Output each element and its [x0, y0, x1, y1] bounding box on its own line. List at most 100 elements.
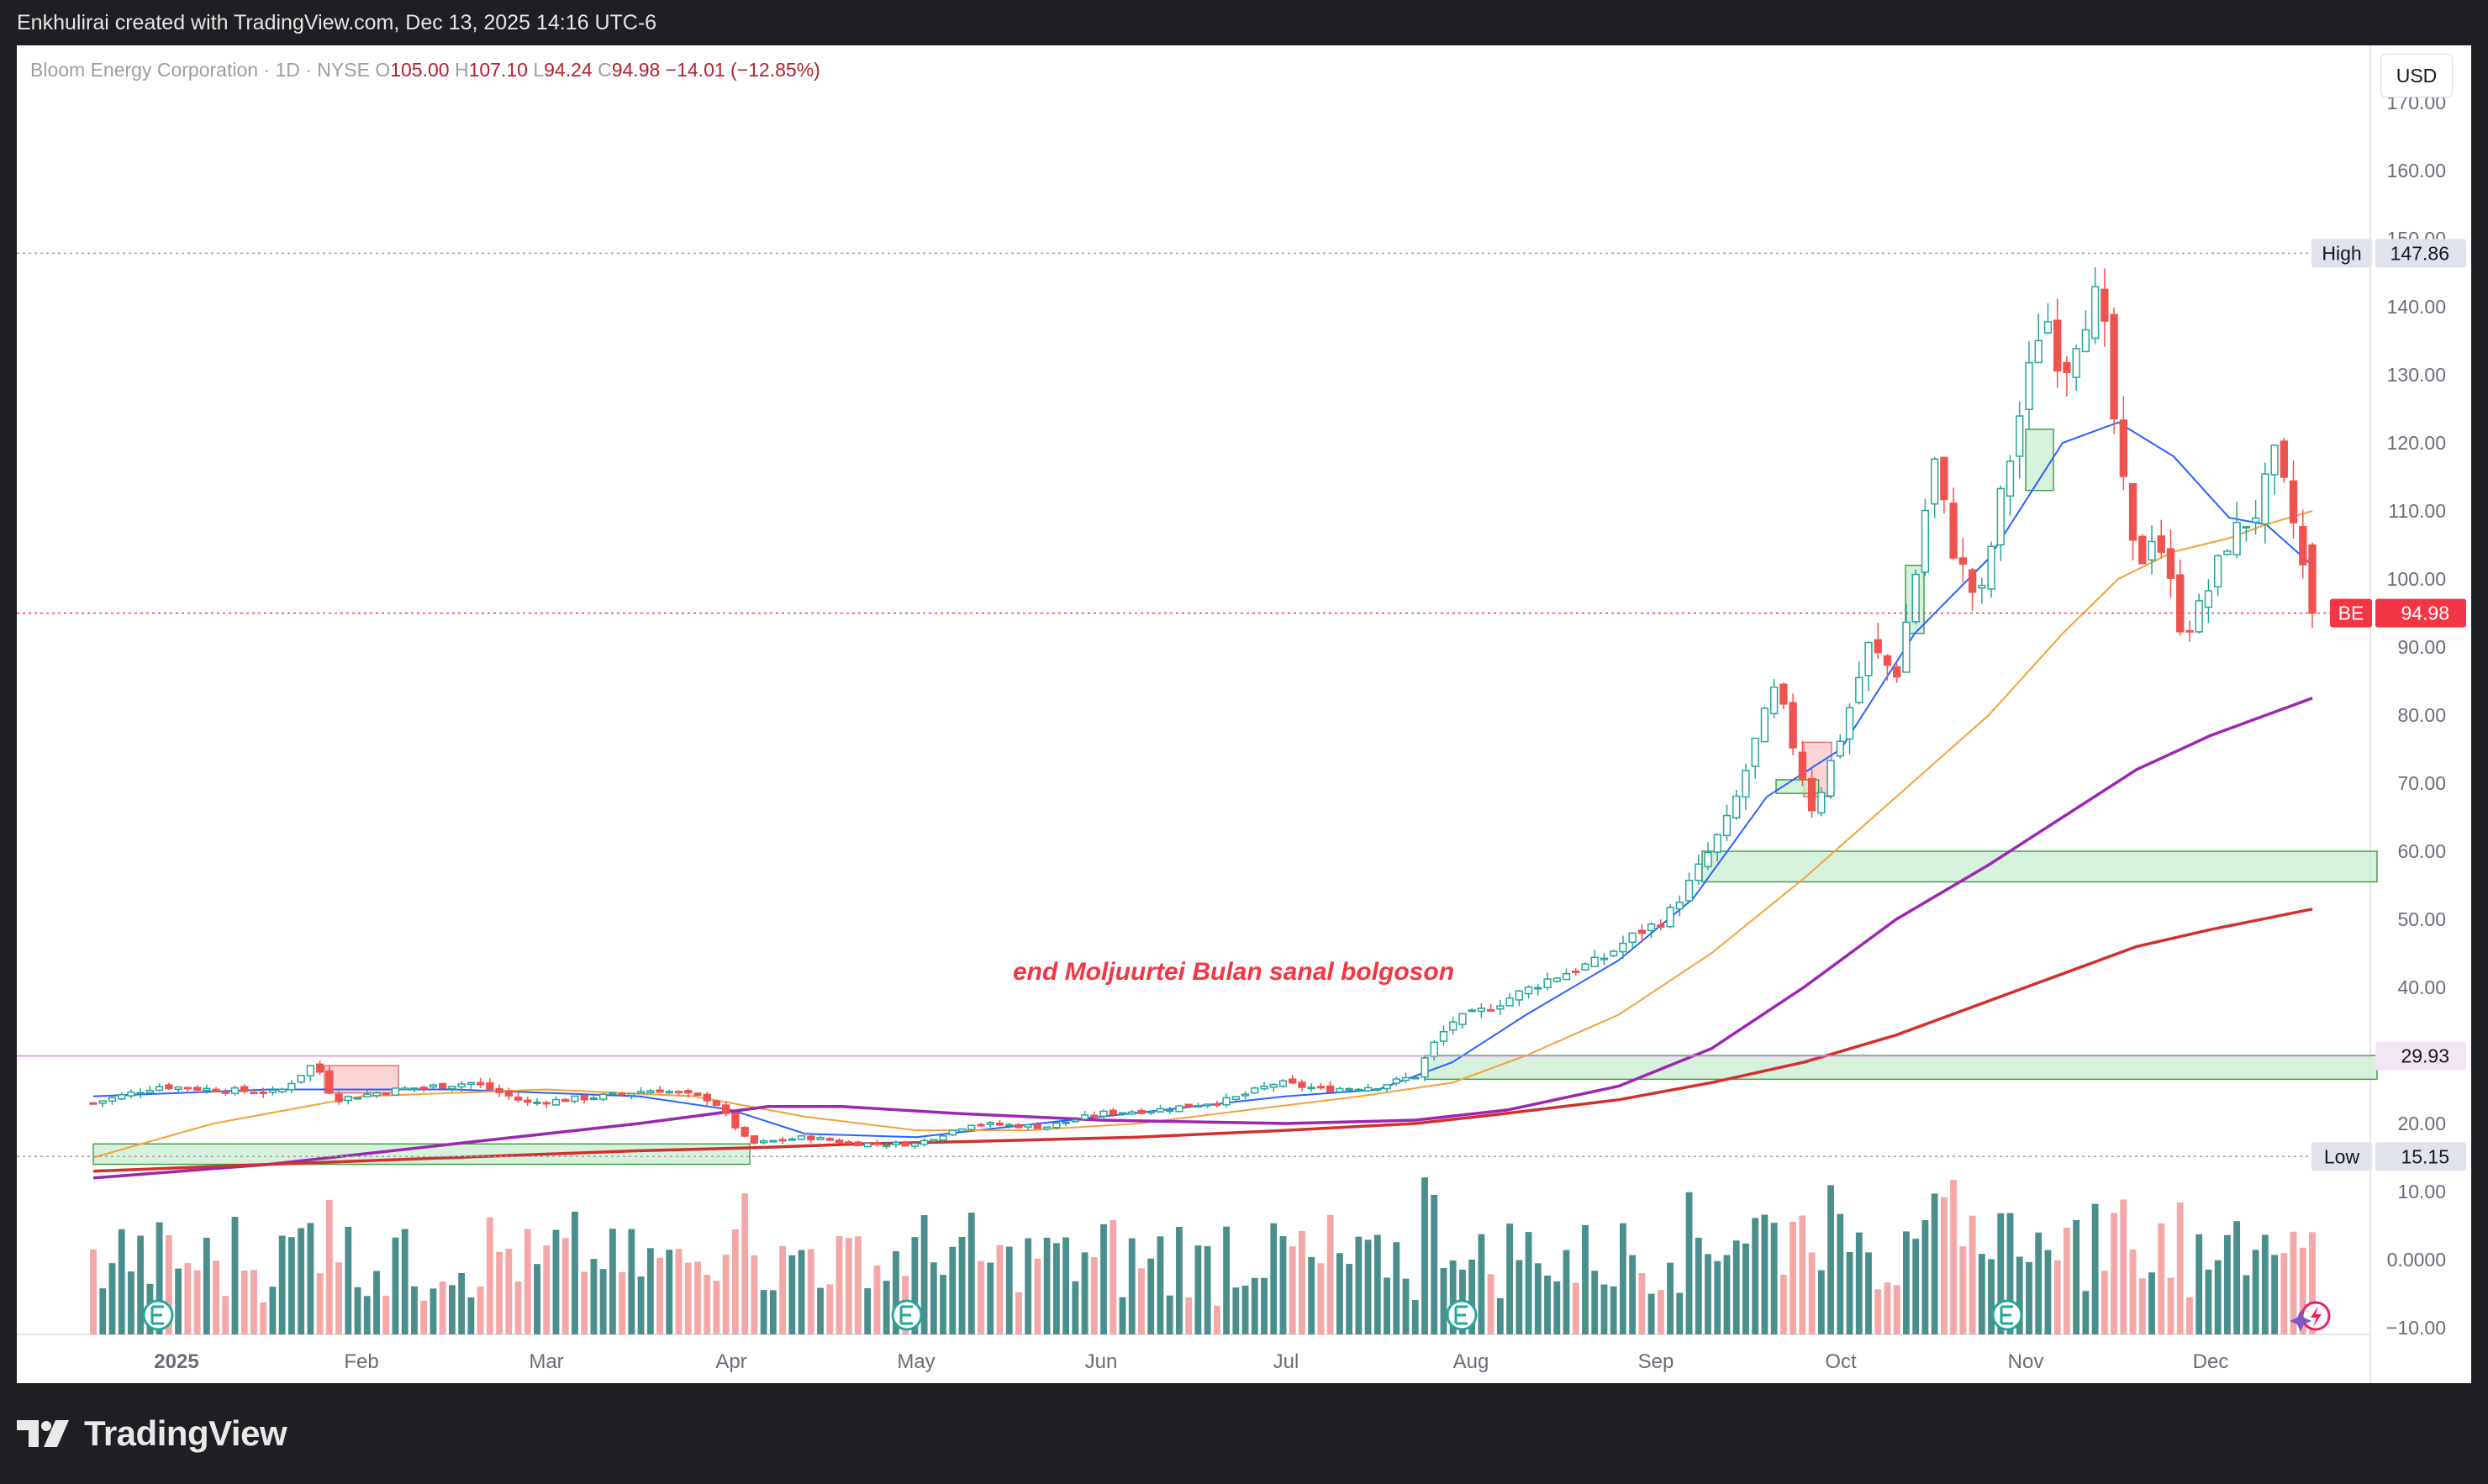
volume-bar [250, 1270, 257, 1334]
price-label-value: 94.98 [2401, 603, 2449, 624]
volume-bar [2176, 1202, 2184, 1334]
candle-body [230, 1087, 240, 1094]
volume-bar [1667, 1262, 1674, 1334]
candle-body [712, 1100, 721, 1107]
chart-panel[interactable]: 170.00 160.00 150.00 140.00 130.00 120.00 110.… [17, 45, 2471, 1383]
candle-body [1619, 942, 1627, 953]
candle-body [382, 1092, 390, 1096]
volume-bar [1232, 1287, 1240, 1334]
volume-bar [1346, 1264, 1353, 1334]
candle-body [1496, 1005, 1505, 1010]
volume-bar [2082, 1291, 2090, 1334]
low-value: 94.24 [544, 59, 593, 81]
candle-body [2308, 544, 2317, 614]
x-tick-label: Oct [1825, 1350, 1857, 1373]
volume-bar [1506, 1224, 1514, 1334]
volume-bar [1308, 1256, 1315, 1334]
volume-bar [2186, 1297, 2193, 1334]
earnings-marker-glyph [1454, 1305, 1468, 1325]
x-tick-label: Mar [529, 1350, 563, 1373]
volume-bar [788, 1255, 796, 1334]
tradingview-brand[interactable]: TradingView [17, 1412, 287, 1455]
candle-body [2232, 521, 2241, 555]
candle-body [1316, 1086, 1326, 1089]
high-label: H [454, 59, 469, 81]
volume-bar [666, 1250, 673, 1334]
volume-bar [1138, 1268, 1145, 1334]
candle-body [165, 1084, 173, 1090]
volume-bar [1402, 1278, 1410, 1334]
candle-body [2270, 445, 2279, 476]
candle-body [561, 1098, 570, 1102]
candle-body [2148, 540, 2156, 561]
earnings-marker-glyph [150, 1305, 164, 1325]
candle-body [1401, 1076, 1410, 1081]
volume-bar [1855, 1232, 1863, 1334]
y-tick-label: 20.00 [2397, 1113, 2446, 1134]
candle-body [1505, 997, 1514, 1007]
volume-bar [1940, 1197, 1948, 1334]
volume-bar [684, 1262, 692, 1334]
volume-bar [1969, 1215, 1976, 1334]
price-chart[interactable]: 170.00160.00150.00140.00130.00120.00110.… [17, 45, 2471, 1383]
volume-bar [1808, 1252, 1816, 1334]
candle-body [703, 1093, 711, 1102]
volume-bar [2035, 1232, 2043, 1334]
price-label-value-bg [2375, 1142, 2466, 1171]
candle-body [127, 1091, 135, 1097]
currency-button[interactable]: USD [2380, 54, 2453, 97]
candle-body [1760, 708, 1769, 743]
volume-bar [1827, 1185, 1834, 1334]
candle-body [1769, 686, 1779, 714]
candle-body [2128, 482, 2137, 541]
volume-bar [137, 1235, 145, 1334]
volume-bar [90, 1249, 97, 1334]
volume-bar [967, 1213, 975, 1334]
price-label-value: 147.86 [2390, 242, 2449, 264]
volume-bar [1591, 1271, 1599, 1334]
candle-body [910, 1142, 920, 1147]
candle-body [429, 1084, 438, 1088]
price-label-title: Low [2324, 1145, 2360, 1167]
candle-body [1845, 707, 1854, 740]
volume-bar [741, 1193, 749, 1334]
volume-bar [1015, 1292, 1022, 1334]
candle-body [920, 1139, 929, 1145]
candle-body [2063, 361, 2071, 373]
volume-bar [1647, 1293, 1655, 1334]
volume-bar [1978, 1254, 1985, 1334]
candle-body [825, 1138, 834, 1141]
volume-bar [1261, 1277, 1268, 1334]
volume-bar [1572, 1282, 1579, 1334]
volume-bar [1336, 1253, 1343, 1334]
volume-bar [1421, 1177, 1428, 1334]
candle-body [1742, 770, 1750, 798]
volume-bar [1837, 1213, 1844, 1334]
volume-bar [1563, 1250, 1570, 1334]
volume-bar [165, 1234, 172, 1334]
candle-body [1269, 1083, 1278, 1088]
volume-bar [430, 1288, 437, 1334]
candle-body [977, 1124, 985, 1127]
price-label-title: High [2322, 242, 2361, 264]
candle-body [1430, 1041, 1438, 1057]
volume-bar [713, 1281, 720, 1334]
candle-body [1336, 1087, 1344, 1093]
candle-body [1893, 666, 1901, 678]
candle-body [816, 1137, 825, 1140]
candle-body [1581, 963, 1589, 971]
price-label-title-bg [2311, 1142, 2372, 1171]
candle-body [2138, 535, 2147, 565]
volume-bar [175, 1268, 182, 1334]
candle-body [1968, 569, 1977, 593]
candle-body [1722, 814, 1732, 837]
candle-body [335, 1093, 343, 1102]
volume-bar [2214, 1260, 2222, 1334]
volume-bar [2271, 1255, 2278, 1334]
volume-bar [978, 1260, 984, 1334]
x-tick-label: Sep [1638, 1350, 1674, 1373]
candle-body [401, 1087, 409, 1091]
candle-body [1779, 683, 1788, 705]
volume-bar [1705, 1254, 1711, 1334]
earnings-marker-icon [1991, 1299, 2023, 1331]
